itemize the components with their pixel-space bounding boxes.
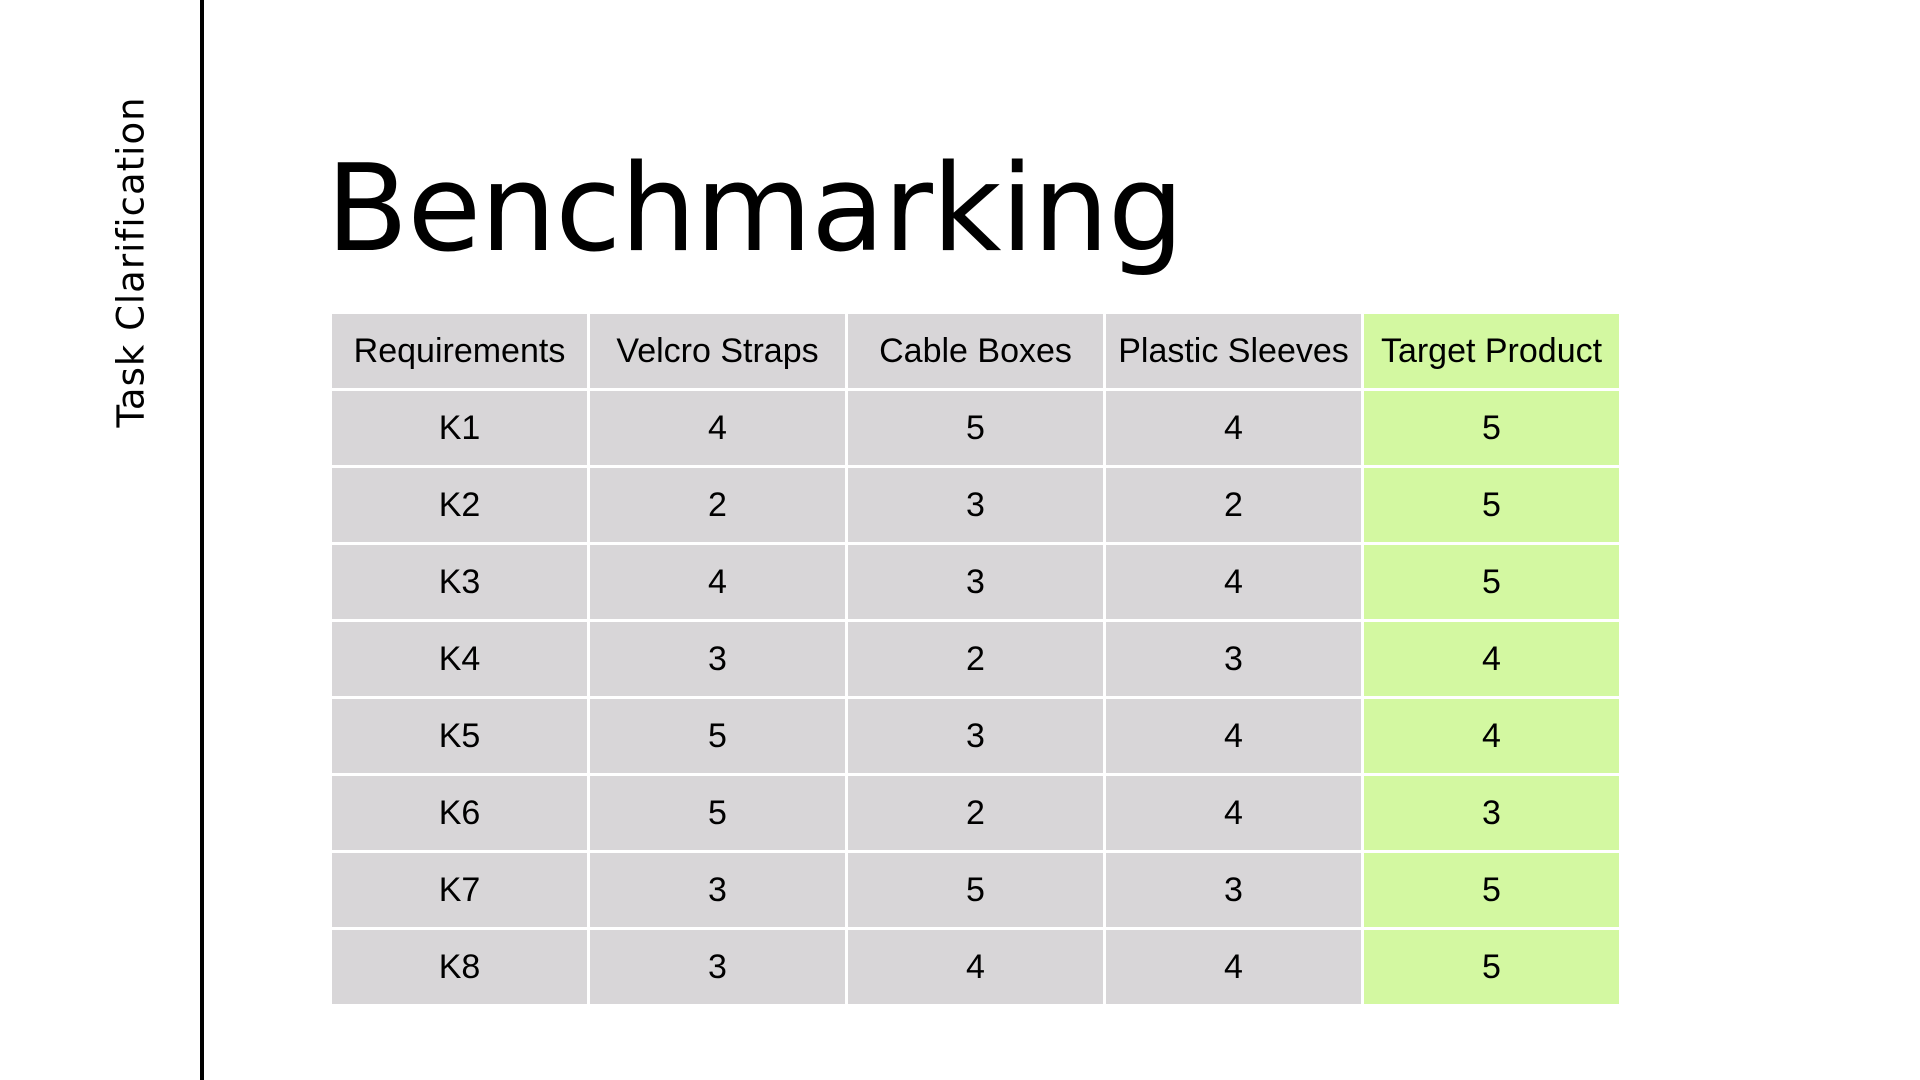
cable-boxes-cell: 5	[845, 850, 1106, 930]
cable-boxes-cell: 3	[845, 465, 1106, 545]
requirement-cell: K1	[329, 388, 590, 468]
table-row: K6 5 2 4 3	[329, 773, 1622, 853]
requirement-cell: K3	[329, 542, 590, 622]
plastic-sleeves-cell: 4	[1103, 927, 1364, 1007]
table-row: K7 3 5 3 5	[329, 850, 1622, 930]
target-product-cell: 3	[1361, 773, 1622, 853]
velcro-straps-cell: 4	[587, 388, 848, 468]
plastic-sleeves-cell: 2	[1103, 465, 1364, 545]
cable-boxes-cell: 3	[845, 542, 1106, 622]
table-row: K5 5 3 4 4	[329, 696, 1622, 776]
target-product-cell: 5	[1361, 927, 1622, 1007]
velcro-straps-cell: 5	[587, 773, 848, 853]
cable-boxes-cell: 2	[845, 773, 1106, 853]
plastic-sleeves-cell: 3	[1103, 619, 1364, 699]
page-title: Benchmarking	[326, 140, 1184, 279]
requirement-cell: K4	[329, 619, 590, 699]
velcro-straps-cell: 2	[587, 465, 848, 545]
header-cable-boxes: Cable Boxes	[845, 311, 1106, 391]
cable-boxes-cell: 3	[845, 696, 1106, 776]
table-row: K3 4 3 4 5	[329, 542, 1622, 622]
requirement-cell: K7	[329, 850, 590, 930]
cable-boxes-cell: 4	[845, 927, 1106, 1007]
velcro-straps-cell: 4	[587, 542, 848, 622]
requirement-cell: K5	[329, 696, 590, 776]
table-row: K2 2 3 2 5	[329, 465, 1622, 545]
plastic-sleeves-cell: 4	[1103, 773, 1364, 853]
header-velcro-straps: Velcro Straps	[587, 311, 848, 391]
target-product-cell: 4	[1361, 696, 1622, 776]
section-label: Task Clarification	[109, 96, 153, 428]
header-target-product: Target Product	[1361, 311, 1622, 391]
vertical-divider	[200, 0, 204, 1080]
requirement-cell: K6	[329, 773, 590, 853]
velcro-straps-cell: 5	[587, 696, 848, 776]
table-row: K4 3 2 3 4	[329, 619, 1622, 699]
target-product-cell: 4	[1361, 619, 1622, 699]
velcro-straps-cell: 3	[587, 927, 848, 1007]
plastic-sleeves-cell: 3	[1103, 850, 1364, 930]
table-row: K1 4 5 4 5	[329, 388, 1622, 468]
requirement-cell: K8	[329, 927, 590, 1007]
requirement-cell: K2	[329, 465, 590, 545]
table-row: K8 3 4 4 5	[329, 927, 1622, 1007]
benchmark-table: Requirements Velcro Straps Cable Boxes P…	[329, 311, 1622, 1007]
target-product-cell: 5	[1361, 388, 1622, 468]
header-requirements: Requirements	[329, 311, 590, 391]
table-header-row: Requirements Velcro Straps Cable Boxes P…	[329, 311, 1622, 391]
plastic-sleeves-cell: 4	[1103, 542, 1364, 622]
target-product-cell: 5	[1361, 850, 1622, 930]
header-plastic-sleeves: Plastic Sleeves	[1103, 311, 1364, 391]
velcro-straps-cell: 3	[587, 850, 848, 930]
cable-boxes-cell: 5	[845, 388, 1106, 468]
velcro-straps-cell: 3	[587, 619, 848, 699]
plastic-sleeves-cell: 4	[1103, 696, 1364, 776]
target-product-cell: 5	[1361, 465, 1622, 545]
plastic-sleeves-cell: 4	[1103, 388, 1364, 468]
cable-boxes-cell: 2	[845, 619, 1106, 699]
target-product-cell: 5	[1361, 542, 1622, 622]
